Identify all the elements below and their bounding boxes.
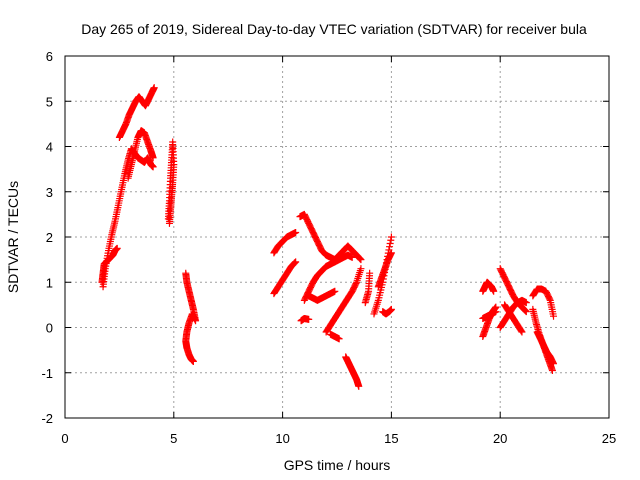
series-arc-5-6h	[182, 269, 200, 365]
y-tick-label: 6	[46, 49, 53, 64]
x-tick-label: 10	[275, 431, 289, 446]
data-point	[550, 312, 558, 320]
series-mid-d	[300, 251, 356, 304]
data-point	[546, 295, 554, 303]
data-point	[150, 84, 158, 92]
data-point	[357, 265, 365, 273]
data-point	[386, 243, 394, 251]
data-point	[348, 253, 356, 261]
series-early-middle	[124, 127, 157, 182]
y-axis-label: SDTVAR / TECUs	[5, 181, 21, 293]
data-point	[335, 335, 343, 343]
data-point	[113, 244, 121, 252]
data-point	[165, 219, 173, 227]
series-mid-i	[297, 314, 313, 325]
series-mid-a	[270, 228, 300, 257]
series-late-f	[501, 301, 526, 336]
series-early-lower	[98, 244, 121, 286]
series-mid-e	[305, 287, 339, 304]
data-point	[292, 228, 300, 236]
data-point	[517, 327, 525, 335]
x-tick-label: 25	[602, 431, 616, 446]
data-point	[189, 357, 197, 365]
x-tick-label: 15	[384, 431, 398, 446]
data-point	[387, 236, 395, 244]
data-point	[522, 308, 530, 316]
series-mid-j	[361, 269, 374, 307]
data-point	[356, 255, 364, 263]
series-mid-k	[370, 233, 395, 318]
x-tick-label: 20	[493, 431, 507, 446]
data-point	[387, 305, 395, 313]
x-tick-label: 5	[170, 431, 177, 446]
y-tick-label: -1	[41, 366, 53, 381]
data-point	[292, 258, 300, 266]
series-mid-l	[374, 249, 395, 291]
data-point	[386, 239, 394, 247]
series-mid-h	[342, 353, 363, 390]
series-mid-b	[270, 258, 300, 298]
y-tick-label: 0	[46, 321, 53, 336]
data-point	[149, 154, 157, 162]
y-tick-label: 3	[46, 185, 53, 200]
data-point	[387, 233, 395, 241]
y-tick-label: 4	[46, 140, 53, 155]
series-late-g	[529, 285, 558, 320]
data-point	[291, 259, 299, 267]
series-mid-f	[322, 265, 365, 336]
data-point	[522, 299, 530, 307]
series-late-c	[479, 308, 500, 322]
data-point	[290, 259, 298, 267]
data-point	[387, 249, 395, 257]
y-tick-label: -2	[41, 411, 53, 426]
data-point	[490, 287, 498, 295]
data-point	[356, 254, 364, 262]
data-point	[355, 382, 363, 390]
series-mid-c	[296, 210, 365, 264]
data-point	[522, 307, 530, 315]
data-point	[331, 287, 339, 295]
y-tick-label: 5	[46, 94, 53, 109]
axis-ticks	[64, 55, 610, 419]
data-point	[521, 306, 529, 314]
data-point	[305, 315, 313, 323]
tick-labels: 0 5 10 15 20 25 -2 -1 0 1 2 3 4 5 6	[41, 49, 616, 446]
data-points	[98, 84, 558, 390]
data-point	[366, 269, 374, 277]
data-point	[518, 328, 526, 336]
data-point	[492, 308, 500, 316]
series-mid-m	[379, 305, 395, 318]
x-tick-label: 0	[61, 431, 68, 446]
chart-title: Day 265 of 2019, Sidereal Day-to-day VTE…	[81, 21, 587, 37]
x-axis-label: GPS time / hours	[284, 457, 391, 473]
series-early-upper	[115, 84, 158, 141]
data-point	[357, 256, 365, 264]
series-mid-g	[326, 330, 343, 343]
data-point	[149, 163, 157, 171]
series-arc-5h	[164, 138, 178, 227]
data-point	[548, 366, 556, 374]
y-tick-label: 2	[46, 230, 53, 245]
series-late-i	[533, 328, 558, 368]
data-point	[550, 360, 558, 368]
data-point	[352, 280, 360, 288]
series-late-a	[479, 278, 498, 295]
y-tick-label: 1	[46, 275, 53, 290]
